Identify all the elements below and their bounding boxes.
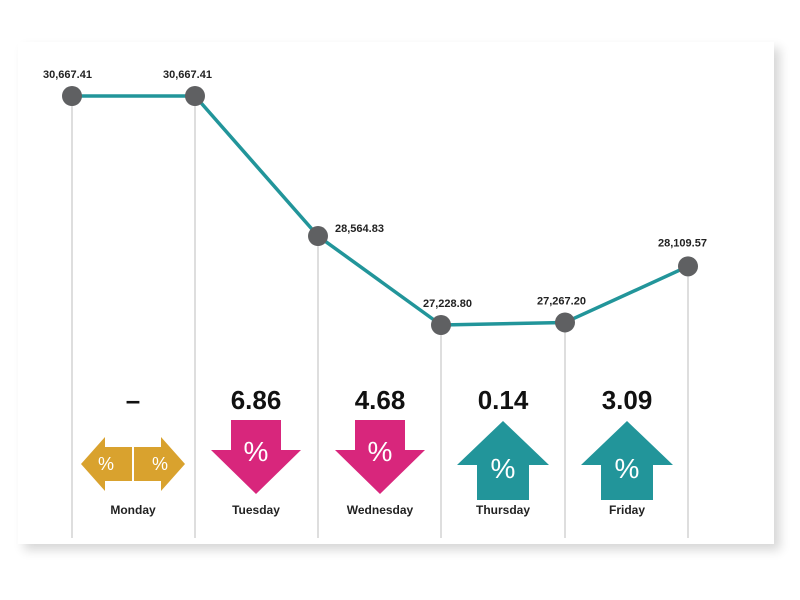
down-arrow-icon — [211, 420, 301, 494]
percent-symbol: % — [368, 436, 393, 467]
data-label: 30,667.41 — [163, 69, 212, 81]
percent-change-value: 4.68 — [355, 385, 406, 415]
series-line — [72, 94, 689, 327]
up-arrow-icon — [581, 421, 673, 500]
data-points — [62, 86, 698, 335]
data-point — [185, 86, 205, 106]
percent-symbol: % — [98, 454, 114, 474]
day-label: Wednesday — [347, 503, 414, 517]
data-point — [62, 86, 82, 106]
percent-change-value: 0.14 — [478, 385, 529, 415]
data-label: 27,267.20 — [537, 295, 586, 307]
day-label: Tuesday — [232, 503, 280, 517]
change-indicators: –% % Monday 6.86% Tuesday 4.68% Wednesday 0.14%… — [81, 385, 673, 517]
up-arrow-icon — [457, 421, 549, 500]
data-label: 30,667.41 — [43, 69, 92, 81]
data-point — [308, 226, 328, 247]
down-arrow-icon — [335, 420, 425, 494]
change-indicator-wednesday: 4.68% Wednesday — [335, 385, 425, 517]
series-polyline — [72, 94, 689, 327]
gridlines — [71, 96, 689, 538]
change-indicator-friday: 3.09% Friday — [581, 385, 673, 517]
day-label: Friday — [609, 503, 645, 517]
percent-symbol: % — [615, 453, 640, 484]
percent-symbol: % — [491, 453, 516, 484]
change-indicator-tuesday: 6.86% Tuesday — [211, 385, 301, 517]
percent-change-value: – — [126, 385, 140, 415]
percent-change-value: 6.86 — [231, 385, 282, 415]
change-indicator-monday: –% % Monday — [81, 385, 185, 517]
data-label: 28,109.57 — [658, 237, 707, 249]
percent-change-value: 3.09 — [602, 385, 653, 415]
data-point — [431, 315, 451, 335]
data-point — [678, 256, 698, 277]
percent-symbol: % — [152, 454, 168, 474]
data-point — [555, 312, 575, 333]
data-label: 27,228.80 — [423, 298, 472, 310]
data-labels: 30,667.41 30,667.41 28,564.83 27,228.80 27,2… — [43, 69, 707, 310]
percent-symbol: % — [244, 436, 269, 467]
day-label: Monday — [110, 503, 156, 517]
data-label: 28,564.83 — [335, 223, 384, 235]
change-indicator-thursday: 0.14% Thursday — [457, 385, 549, 517]
day-label: Thursday — [476, 503, 530, 517]
